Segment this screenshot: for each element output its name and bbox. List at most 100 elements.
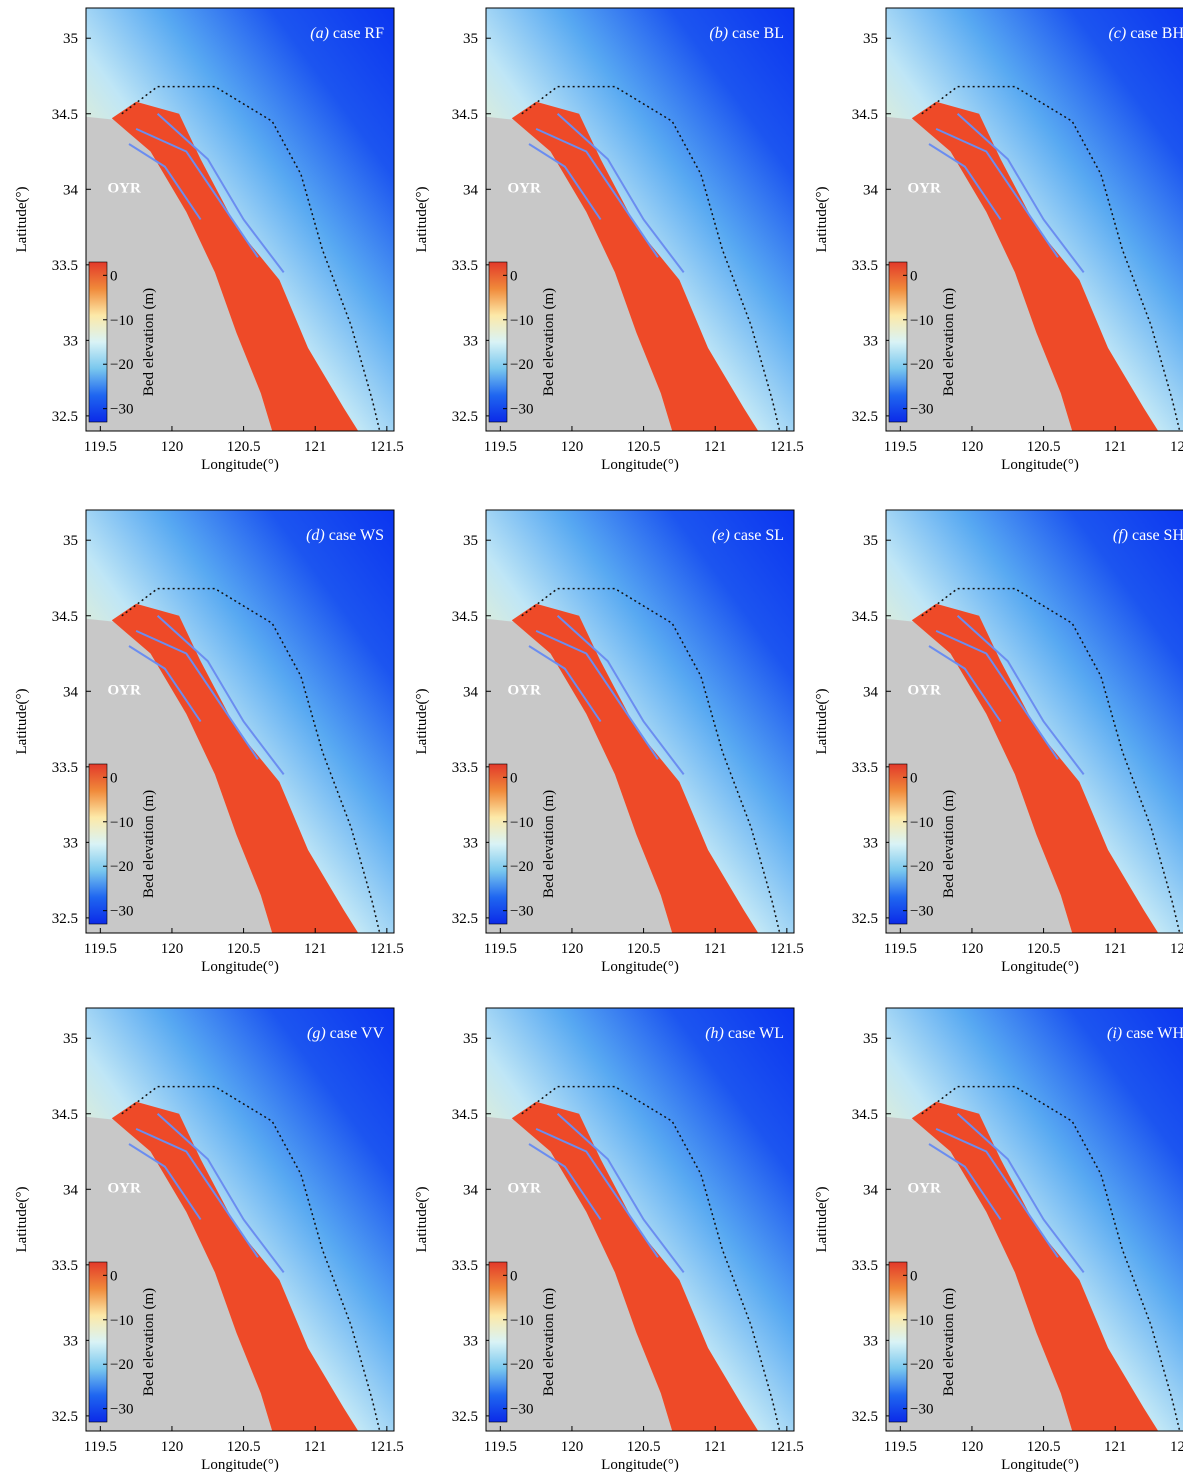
- y-tick-label: 34.5: [52, 107, 78, 123]
- x-tick-label: 121: [304, 941, 327, 957]
- y-axis-label: Latitude(°): [814, 187, 830, 253]
- panel-title-e: (e) case SL: [712, 527, 784, 544]
- colorbar-tick-label: −10: [110, 815, 133, 831]
- y-tick-label: 34.5: [452, 107, 478, 123]
- tidal-flat-area: [511, 101, 759, 431]
- panel-case: case BH: [1126, 25, 1183, 42]
- x-tick-label: 121: [1104, 1439, 1127, 1455]
- colorbar-tick-label: −30: [910, 904, 933, 920]
- channel-line: [928, 1143, 1002, 1221]
- channel-line: [128, 645, 202, 723]
- channel-line: [935, 629, 1059, 760]
- land-area: [486, 116, 673, 431]
- map-panel-g: OYR (g) case VV 119.5 120 120.5 121 121.5 35 34.…: [14, 1007, 404, 1473]
- panel-title-h: (h) case WL: [705, 1025, 784, 1042]
- panel-case: case WH: [1122, 1025, 1183, 1042]
- x-tick-label: 120.5: [1027, 941, 1061, 957]
- x-axis-label: Longitude(°): [201, 457, 279, 473]
- y-tick-label: 32.5: [52, 1409, 78, 1425]
- y-tick-label: 32.5: [852, 911, 878, 927]
- colorbar-tick-label: −30: [510, 1402, 533, 1418]
- colorbar-tick-label: −10: [910, 815, 933, 831]
- panel-title-g: (g) case VV: [307, 1025, 384, 1042]
- colorbar-tick-label: 0: [510, 770, 518, 786]
- colorbar-tick-label: −30: [510, 904, 533, 920]
- colorbar-tick-label: 0: [110, 1268, 118, 1284]
- panel-letter: (f): [1113, 527, 1128, 544]
- y-tick-label: 32.5: [452, 409, 478, 425]
- axes-frame: [885, 7, 1183, 432]
- map-panel-e: OYR (e) case SL 119.5 120 120.5 121 121.5 35 34.…: [414, 509, 804, 975]
- x-tick-label: 119.5: [84, 439, 117, 455]
- channel-line: [128, 143, 202, 221]
- channel-line: [535, 127, 659, 258]
- panel-case: case WS: [325, 527, 384, 544]
- x-tick-label: 121: [1104, 941, 1127, 957]
- y-tick-label: 35: [63, 1031, 78, 1047]
- x-tick-label: 121: [304, 439, 327, 455]
- x-tick-label: 120: [961, 941, 984, 957]
- colorbar: [88, 763, 108, 925]
- x-axis-label: Longitude(°): [1001, 1457, 1079, 1473]
- map-panel-i: OYR (i) case WH 119.5 120 120.5 121 121.5 35 34.…: [814, 1007, 1183, 1473]
- land-area: [86, 1116, 273, 1431]
- y-tick-label: 33.5: [52, 760, 78, 776]
- ridge-boundary: [921, 587, 1181, 933]
- panel-title-i: (i) case WH: [1107, 1025, 1183, 1042]
- colorbar-tick-label: 0: [110, 268, 118, 284]
- panel-case: case RF: [329, 25, 384, 42]
- axes-frame: [885, 1007, 1183, 1432]
- map-panel-b: OYR (b) case BL 119.5 120 120.5 121 121.5 35 34.…: [414, 7, 804, 473]
- colorbar: [488, 763, 508, 925]
- panel-title-d: (d) case WS: [306, 527, 384, 544]
- y-tick-label: 34: [863, 182, 879, 198]
- channel-line: [535, 629, 659, 760]
- channel-line: [956, 1113, 1085, 1274]
- y-axis-label: Latitude(°): [814, 689, 830, 755]
- panel-letter: (g): [307, 1025, 326, 1042]
- colorbar-label: Bed elevation (m): [141, 1288, 157, 1396]
- colorbar-tick-label: −30: [110, 402, 133, 418]
- channel-line: [528, 645, 602, 723]
- x-tick-label: 121.5: [1170, 439, 1183, 455]
- y-tick-label: 34.5: [452, 609, 478, 625]
- land-area: [886, 618, 1073, 933]
- y-tick-label: 33: [463, 835, 478, 851]
- tidal-flat-area: [911, 1101, 1159, 1431]
- y-tick-label: 35: [863, 1031, 878, 1047]
- place-label-oyr: OYR: [507, 180, 541, 196]
- y-tick-label: 33.5: [52, 258, 78, 274]
- land-area: [886, 116, 1073, 431]
- colorbar-label: Bed elevation (m): [541, 790, 557, 898]
- x-tick-label: 120: [561, 1439, 584, 1455]
- land-area: [486, 1116, 673, 1431]
- colorbar: [488, 1261, 508, 1423]
- y-tick-label: 32.5: [52, 409, 78, 425]
- panel-title-f: (f) case SH: [1113, 527, 1183, 544]
- channel-line: [928, 143, 1002, 221]
- colorbar-label: Bed elevation (m): [541, 288, 557, 396]
- x-axis-label: Longitude(°): [201, 1457, 279, 1473]
- colorbar-label: Bed elevation (m): [141, 790, 157, 898]
- x-axis-label: Longitude(°): [601, 959, 679, 975]
- land-area: [486, 618, 673, 933]
- colorbar-tick-label: −20: [510, 859, 533, 875]
- y-axis-label: Latitude(°): [414, 187, 430, 253]
- y-tick-label: 35: [63, 533, 78, 549]
- colorbar-tick-label: −10: [110, 313, 133, 329]
- channel-line: [535, 1127, 659, 1258]
- y-tick-label: 34.5: [852, 1107, 878, 1123]
- colorbar-tick-label: −20: [110, 859, 133, 875]
- y-axis-label: Latitude(°): [414, 1187, 430, 1253]
- colorbar-label: Bed elevation (m): [541, 1288, 557, 1396]
- x-tick-label: 120: [961, 439, 984, 455]
- x-tick-label: 121: [704, 1439, 727, 1455]
- channel-line: [135, 629, 259, 760]
- colorbar-tick-label: −20: [510, 1357, 533, 1373]
- colorbar-tick-label: 0: [910, 268, 918, 284]
- colorbar: [488, 261, 508, 423]
- colorbar-tick-label: −30: [510, 402, 533, 418]
- tidal-flat-area: [911, 101, 1159, 431]
- map-panel-d: OYR (d) case WS 119.5 120 120.5 121 121.5 35 34.…: [14, 509, 404, 975]
